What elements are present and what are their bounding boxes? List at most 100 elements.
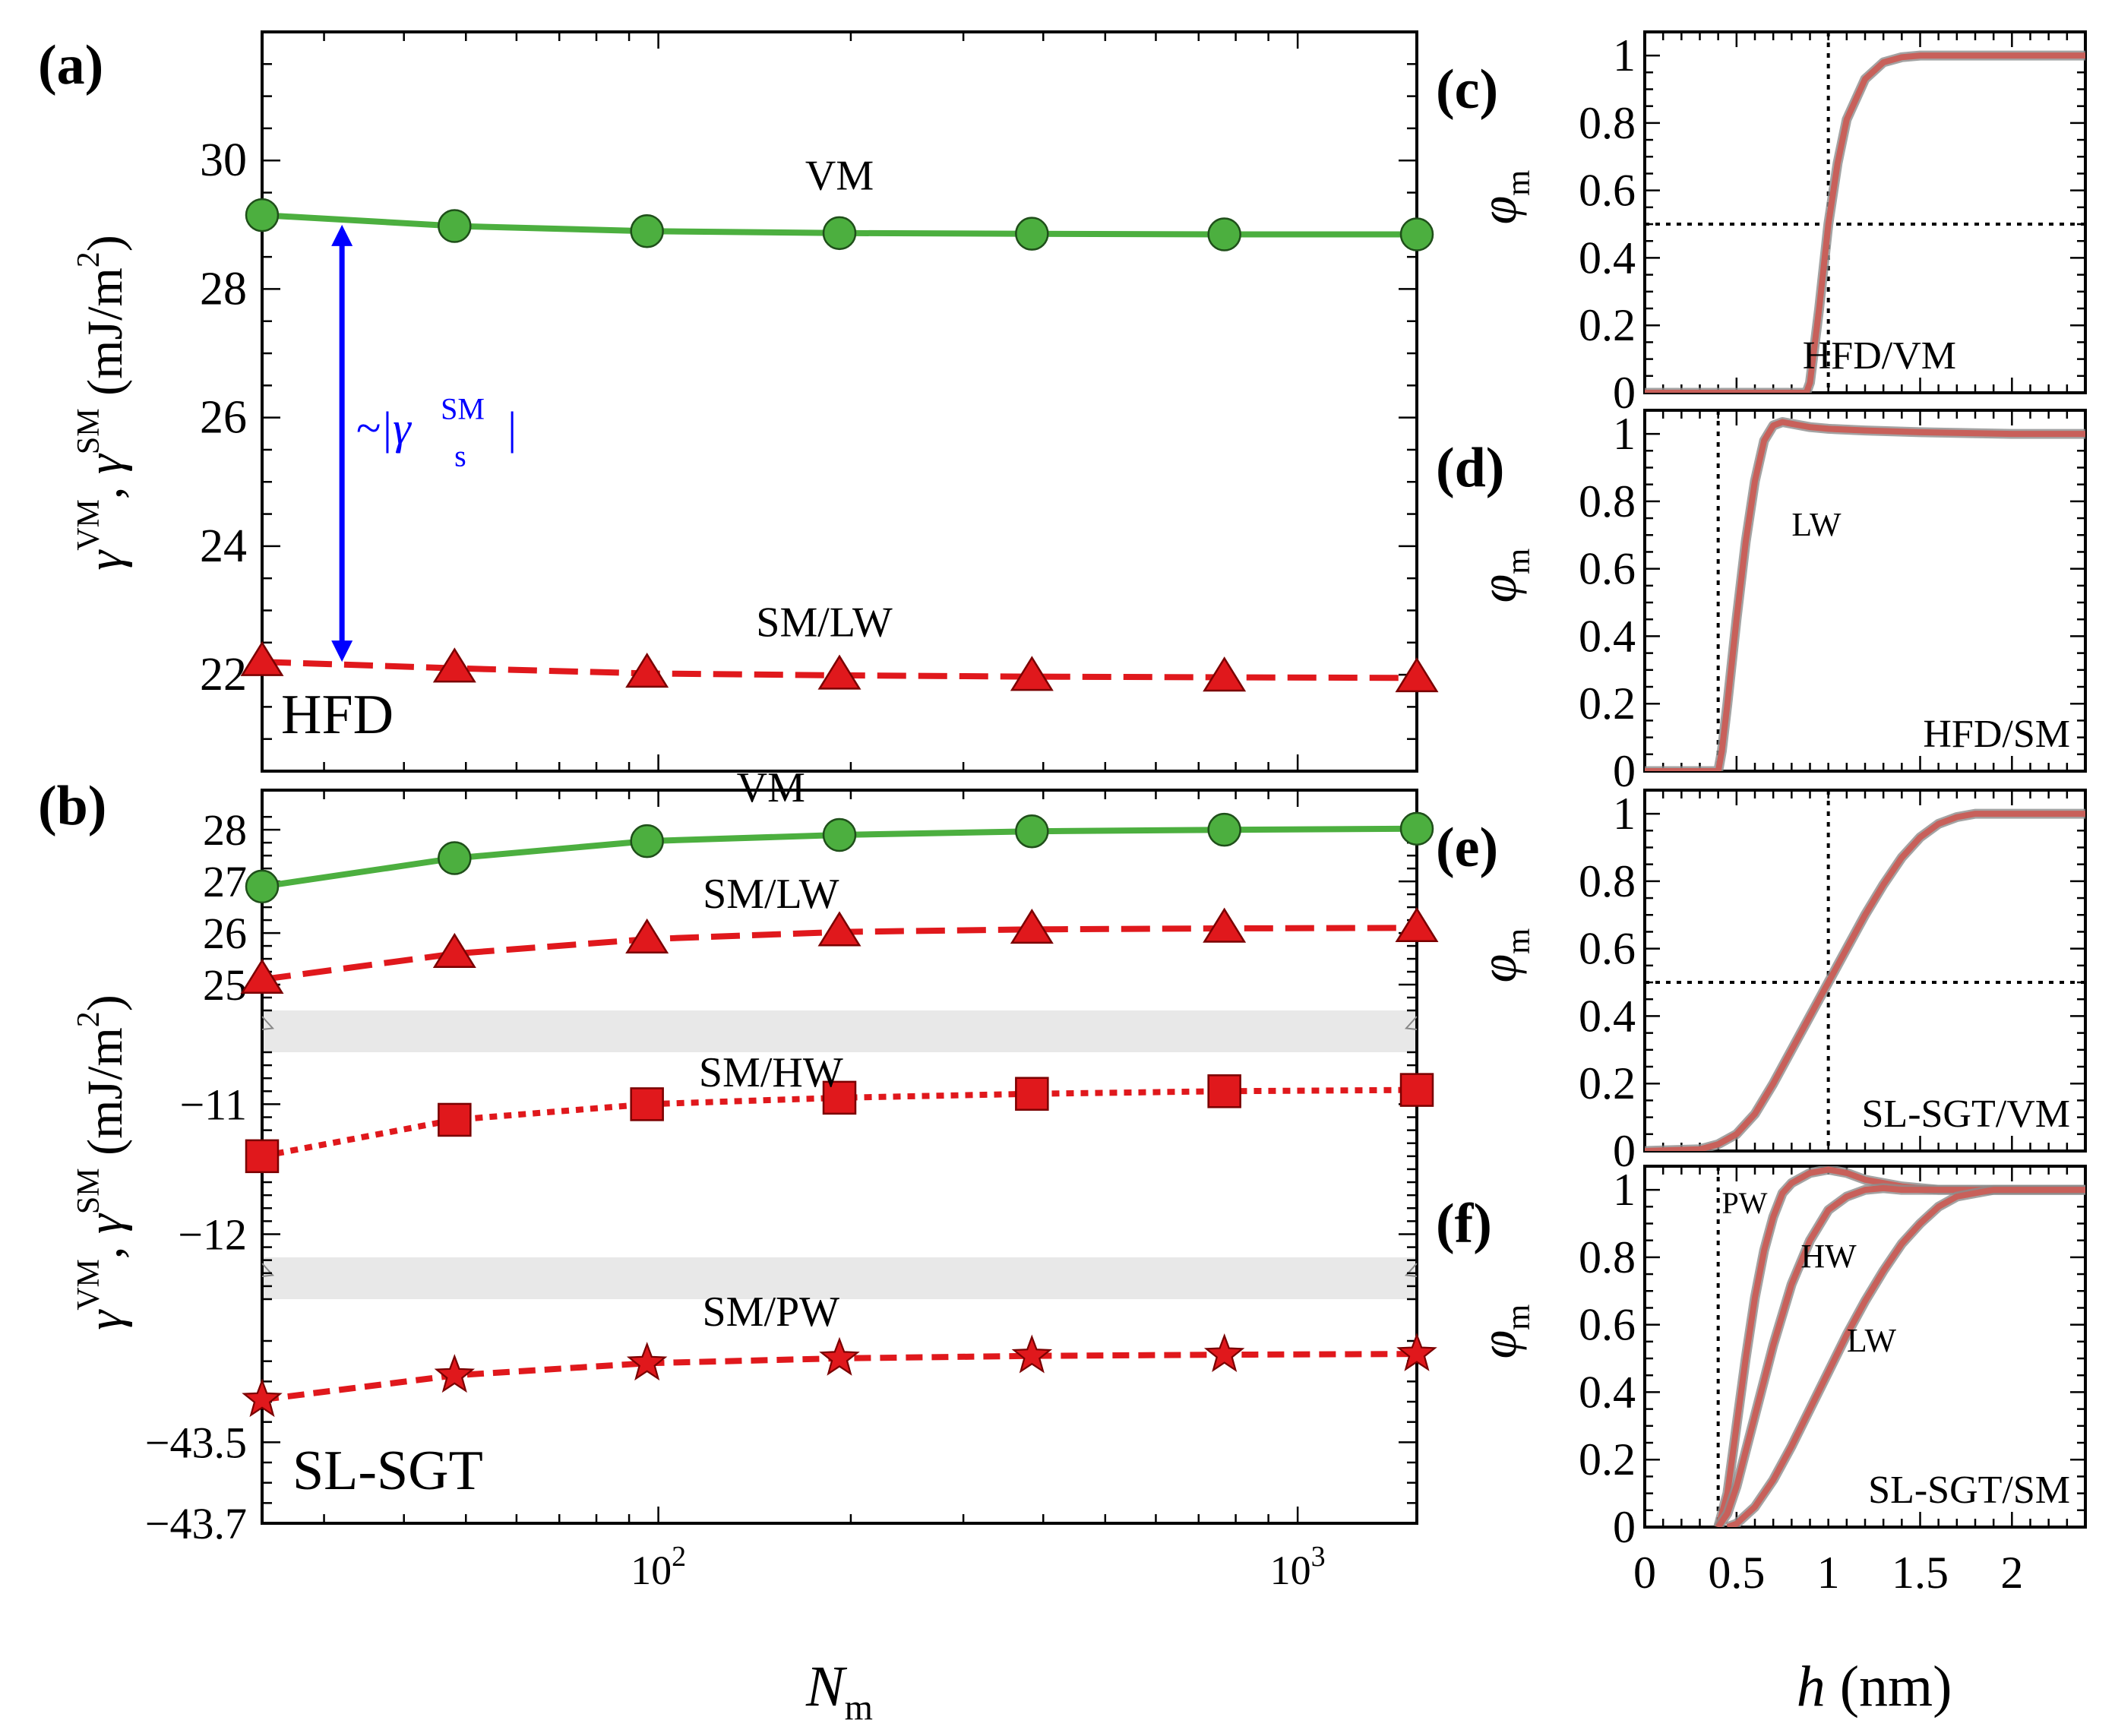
marker-VM (245, 198, 280, 232)
marker-SM/PW (1396, 1332, 1437, 1371)
marker-VM (630, 214, 664, 248)
x-tick-label: 2 (2000, 1548, 2023, 1598)
y-tick-label: 1 (1613, 1165, 1636, 1215)
y-tick-label: 0.8 (1579, 1232, 1636, 1282)
panel-e-curves (1645, 808, 2085, 1151)
break-mark (261, 1016, 275, 1030)
x-tick-label: 103 (1270, 1541, 1326, 1593)
marker-VM (1015, 217, 1049, 251)
marker-SM/LW (432, 647, 476, 683)
panel-label-e: (e) (1436, 817, 1498, 879)
axis-break-band (264, 1257, 1415, 1299)
y-axis-label-c: φm (1469, 170, 1537, 225)
marker-SM/HW (245, 1139, 280, 1174)
x-tick-label: 102 (631, 1541, 686, 1593)
marker-SM/PW (1203, 1333, 1245, 1372)
y-tick-label: 0 (1613, 1126, 1636, 1176)
inset-label-a: HFD (281, 684, 394, 746)
y-tick-label: 30 (200, 134, 247, 186)
marker-SM/HW (1399, 1073, 1434, 1107)
y-tick-label: 25 (203, 960, 247, 1010)
y-tick-label: 26 (200, 392, 247, 444)
y-tick-label: 0 (1613, 1502, 1636, 1552)
y-tick-label: 0.4 (1579, 611, 1636, 661)
marker-VM (1399, 217, 1434, 251)
curve-label-LW-d: LW (1791, 506, 1842, 543)
marker-SM/HW (1207, 1074, 1241, 1108)
marker-VM (822, 817, 857, 852)
curve-LW (1726, 1187, 2085, 1527)
x-axis-label-b: Nm (805, 1655, 873, 1728)
marker-SM/HW (438, 1102, 472, 1137)
y-tick-label: 0.2 (1579, 300, 1636, 350)
y-tick-label: 0 (1613, 746, 1636, 796)
y-axis-label-b: γVM, γSM (mJ/m2) (71, 994, 133, 1330)
marker-SM/LW (240, 640, 284, 676)
series-label-SM-LW: SM/LW (756, 599, 893, 646)
inset-label-f: SL-SGT/SM (1868, 1469, 2070, 1512)
curve-HW (1715, 1184, 2085, 1527)
y-tick-label: 27 (203, 857, 247, 906)
marker-SM/LW (432, 932, 476, 969)
series-label-SM-LW: SM/LW (703, 871, 839, 918)
marker-VM (438, 841, 472, 875)
marker-SM/LW (1203, 656, 1247, 692)
inset-label-c: HFD/VM (1803, 334, 1956, 378)
marker-SM/LW (817, 911, 861, 947)
x-tick-label: 1.5 (1892, 1548, 1949, 1598)
marker-VM (1207, 217, 1241, 251)
y-tick-label: −43.5 (145, 1418, 247, 1467)
marker-SM/LW (1010, 908, 1054, 944)
y-tick-label: 28 (200, 263, 247, 315)
marker-SM/HW (1015, 1077, 1049, 1111)
y-tick-label: 0.8 (1579, 98, 1636, 148)
arrow-head-bottom (331, 640, 353, 662)
x-tick-label: 0.5 (1708, 1548, 1765, 1598)
marker-VM (630, 824, 664, 859)
y-tick-label: 24 (200, 520, 247, 572)
inset-label-d: HFD/SM (1923, 713, 2070, 756)
inset-label-e: SL-SGT/VM (1862, 1093, 2070, 1136)
curve-label-PW: PW (1722, 1186, 1768, 1220)
marker-VM (822, 216, 857, 251)
y-tick-label: −12 (178, 1210, 247, 1259)
y-tick-label: −11 (179, 1080, 247, 1129)
annotation-gamma-s: ~|γ SM s| (356, 391, 517, 473)
marker-VM (245, 869, 280, 904)
y-axis-label-d: φm (1469, 549, 1537, 603)
marker-SM/HW (822, 1080, 857, 1115)
marker-SM/LW (240, 958, 284, 994)
y-tick-label: 1 (1613, 30, 1636, 81)
series-label-VM: VM (737, 764, 805, 811)
curve (1645, 811, 2085, 1151)
series-label-SM-PW: SM/PW (703, 1289, 840, 1336)
x-tick-label: 0 (1633, 1548, 1656, 1598)
marker-VM (1399, 811, 1434, 846)
y-tick-label: 0.6 (1579, 1300, 1636, 1350)
y-tick-label: 0.2 (1579, 1058, 1636, 1108)
marker-SM/LW (817, 654, 861, 690)
arrow-head-top (331, 224, 353, 246)
marker-SM/PW (819, 1336, 860, 1376)
panel-c-curves (1645, 50, 2085, 393)
y-tick-label: 26 (203, 909, 247, 958)
y-tick-label: 0.6 (1579, 544, 1636, 594)
marker-VM (1015, 814, 1049, 849)
marker-SM/LW (625, 653, 669, 688)
panel-label-c: (c) (1436, 58, 1498, 121)
panel-b-frame (261, 789, 1418, 1525)
marker-SM/LW (1395, 656, 1439, 693)
marker-VM (1207, 812, 1241, 847)
y-tick-label: 0.2 (1579, 678, 1636, 729)
y-tick-label: 0.6 (1579, 166, 1636, 216)
marker-SM/PW (626, 1342, 668, 1381)
panel-label-d: (d) (1436, 437, 1504, 499)
break-mark (1404, 1016, 1418, 1030)
y-axis-label-e: φm (1469, 928, 1537, 983)
x-axis-label-f: h (nm) (1797, 1655, 1952, 1719)
axis-break-band (264, 1010, 1415, 1052)
marker-SM/PW (434, 1354, 476, 1393)
marker-SM/HW (630, 1087, 664, 1121)
